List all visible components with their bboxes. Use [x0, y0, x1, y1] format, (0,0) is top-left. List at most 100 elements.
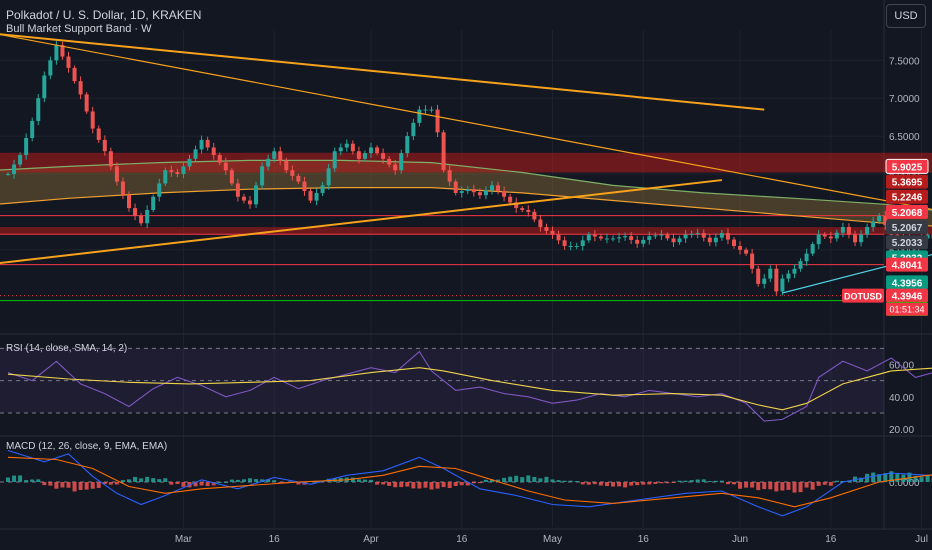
candle-body [804, 253, 809, 262]
macd-histogram-bar [211, 482, 216, 486]
macd-histogram-bar [6, 477, 10, 482]
macd-histogram-bar [798, 482, 803, 493]
currency-button[interactable]: USD [886, 4, 926, 28]
macd-histogram-bar [78, 482, 83, 490]
candle-body [235, 183, 240, 197]
candle-body [405, 136, 410, 154]
candle-body [417, 109, 422, 123]
macd-histogram-bar [792, 482, 797, 493]
trendline [0, 179, 723, 264]
candle-body [508, 196, 513, 203]
macd-histogram-bar [665, 482, 670, 484]
candle-body [284, 160, 289, 171]
macd-histogram-bar [471, 482, 476, 484]
candle-body [465, 189, 470, 192]
rsi-axis-tick: 20.00 [889, 425, 914, 436]
countdown-label: 01:51:34 [889, 305, 924, 315]
candle-body [538, 219, 543, 228]
candle-body [102, 139, 107, 152]
macd-histogram-bar [556, 480, 561, 482]
candle-body [568, 246, 573, 247]
time-axis-label: 16 [456, 534, 468, 545]
candle-body [483, 190, 488, 196]
macd-histogram-bar [725, 482, 730, 485]
time-axis-label: May [543, 534, 562, 545]
macd-histogram-bar [133, 476, 138, 482]
macd-histogram-bar [151, 478, 156, 482]
macd-histogram-bar [889, 471, 894, 482]
candle-body [241, 196, 246, 201]
candle-body [223, 162, 228, 171]
macd-histogram-bar [266, 479, 271, 482]
macd-histogram-bar [260, 479, 265, 482]
macd-histogram-bar [181, 482, 186, 487]
macd-histogram-bar [502, 477, 507, 482]
macd-histogram-bar [538, 478, 543, 482]
macd-histogram-bar [356, 479, 361, 482]
candle-body [248, 200, 252, 205]
candle-body [471, 189, 476, 193]
candle-body [459, 191, 464, 193]
candle-body [502, 191, 507, 197]
candle-body [133, 208, 138, 216]
candle-body [387, 158, 392, 165]
candle-body [623, 236, 628, 238]
macd-histogram-bar [804, 482, 809, 488]
candle-body [840, 227, 845, 233]
macd-histogram-bar [350, 477, 355, 482]
price-tag-label: 5.2067 [892, 223, 923, 234]
price-tag [886, 275, 928, 290]
countdown-tag [886, 302, 928, 316]
candle-body [725, 233, 730, 240]
price-tag [886, 220, 928, 235]
candle-body [604, 238, 609, 240]
candle-body [290, 170, 295, 176]
macd-histogram-bar [18, 475, 23, 482]
candle-body [707, 237, 712, 243]
candle-body [477, 192, 482, 196]
candle-body [689, 233, 694, 235]
time-axis-label: 16 [825, 534, 837, 545]
candle-body [780, 278, 785, 292]
macd-histogram-bar [526, 475, 531, 482]
macd-histogram-bar [750, 482, 755, 488]
rsi-axis-tick: 40.00 [889, 393, 914, 404]
macd-histogram-bar [102, 482, 107, 485]
macd-histogram-bar [399, 482, 404, 488]
price-tag-label: 5.2068 [892, 208, 923, 219]
macd-histogram-bar [653, 482, 658, 484]
macd-histogram-bar [114, 482, 119, 485]
candle-body [738, 246, 743, 250]
macd-histogram-bar [883, 473, 888, 482]
candle-body [114, 166, 119, 182]
macd-histogram-bar [659, 482, 664, 484]
candle-body [411, 122, 416, 137]
candle-body [774, 268, 779, 292]
candle-body [157, 183, 162, 197]
candle-body [629, 236, 634, 240]
candle-body [187, 158, 192, 167]
candle-body [296, 175, 301, 182]
macd-histogram-bar [919, 477, 924, 482]
macd-histogram-bar [169, 482, 174, 485]
candle-body [653, 235, 658, 237]
macd-histogram-bar [465, 482, 470, 486]
price-tag-label: 5.3695 [892, 178, 923, 189]
candle-body [181, 166, 186, 174]
candle-body [883, 215, 888, 226]
candle-body [756, 268, 761, 284]
candle-body [332, 151, 337, 169]
macd-histogram-bar [822, 482, 827, 485]
price-tag [886, 288, 928, 303]
signal-line [7, 456, 932, 508]
macd-histogram-bar [66, 482, 71, 488]
candle-body [326, 168, 331, 186]
macd-histogram-bar [496, 479, 501, 482]
macd-histogram-bar [490, 479, 494, 482]
candle-body [229, 170, 234, 184]
price-tag-label: 4.8041 [892, 261, 923, 272]
candle-body [60, 45, 65, 57]
macd-histogram-bar [84, 482, 89, 490]
